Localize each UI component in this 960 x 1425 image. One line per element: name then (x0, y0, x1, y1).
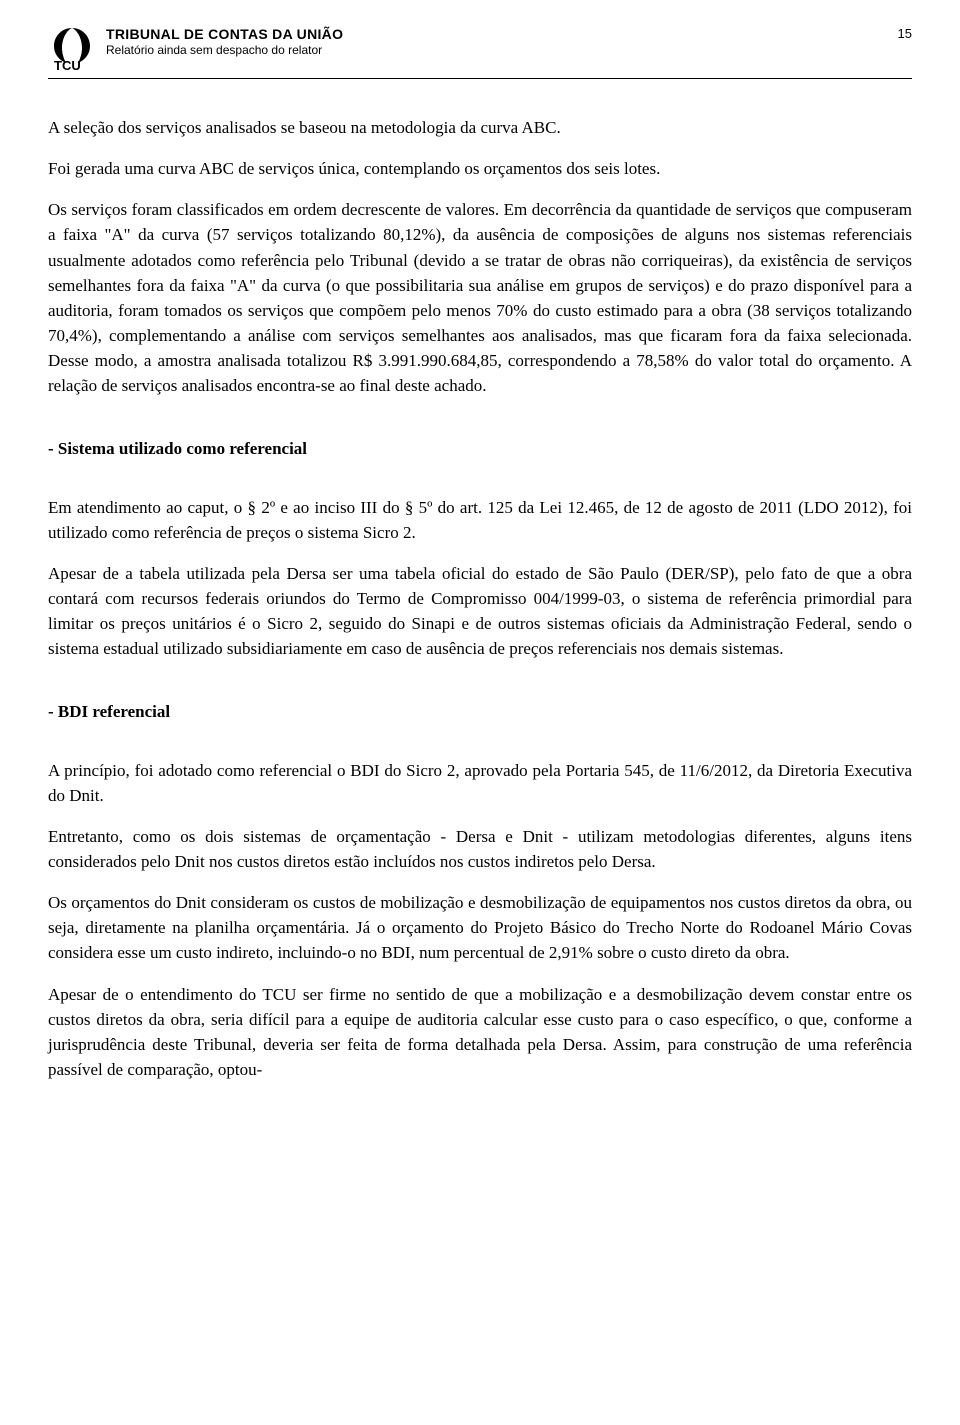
header-divider (48, 78, 912, 79)
paragraph: Os orçamentos do Dnit consideram os cust… (48, 890, 912, 965)
section-heading-bdi: - BDI referencial (48, 702, 912, 722)
paragraph: Entretanto, como os dois sistemas de orç… (48, 824, 912, 874)
paragraph: Os serviços foram classificados em ordem… (48, 197, 912, 398)
logo-text: TCU (54, 58, 81, 72)
paragraph: Apesar de a tabela utilizada pela Dersa … (48, 561, 912, 662)
paragraph: Apesar de o entendimento do TCU ser firm… (48, 982, 912, 1083)
document-body: A seleção dos serviços analisados se bas… (48, 115, 912, 1082)
page-header: TCU TRIBUNAL DE CONTAS DA UNIÃO Relatóri… (48, 24, 912, 72)
org-title: TRIBUNAL DE CONTAS DA UNIÃO (106, 26, 888, 42)
section-heading-sistema: - Sistema utilizado como referencial (48, 439, 912, 459)
paragraph: Foi gerada uma curva ABC de serviços úni… (48, 156, 912, 181)
paragraph: Em atendimento ao caput, o § 2º e ao inc… (48, 495, 912, 545)
report-subtitle: Relatório ainda sem despacho do relator (106, 43, 888, 57)
paragraph: A seleção dos serviços analisados se bas… (48, 115, 912, 140)
paragraph: A princípio, foi adotado como referencia… (48, 758, 912, 808)
header-text-block: TRIBUNAL DE CONTAS DA UNIÃO Relatório ai… (106, 24, 888, 57)
page-number: 15 (898, 24, 912, 41)
tcu-logo-icon: TCU (48, 24, 96, 72)
